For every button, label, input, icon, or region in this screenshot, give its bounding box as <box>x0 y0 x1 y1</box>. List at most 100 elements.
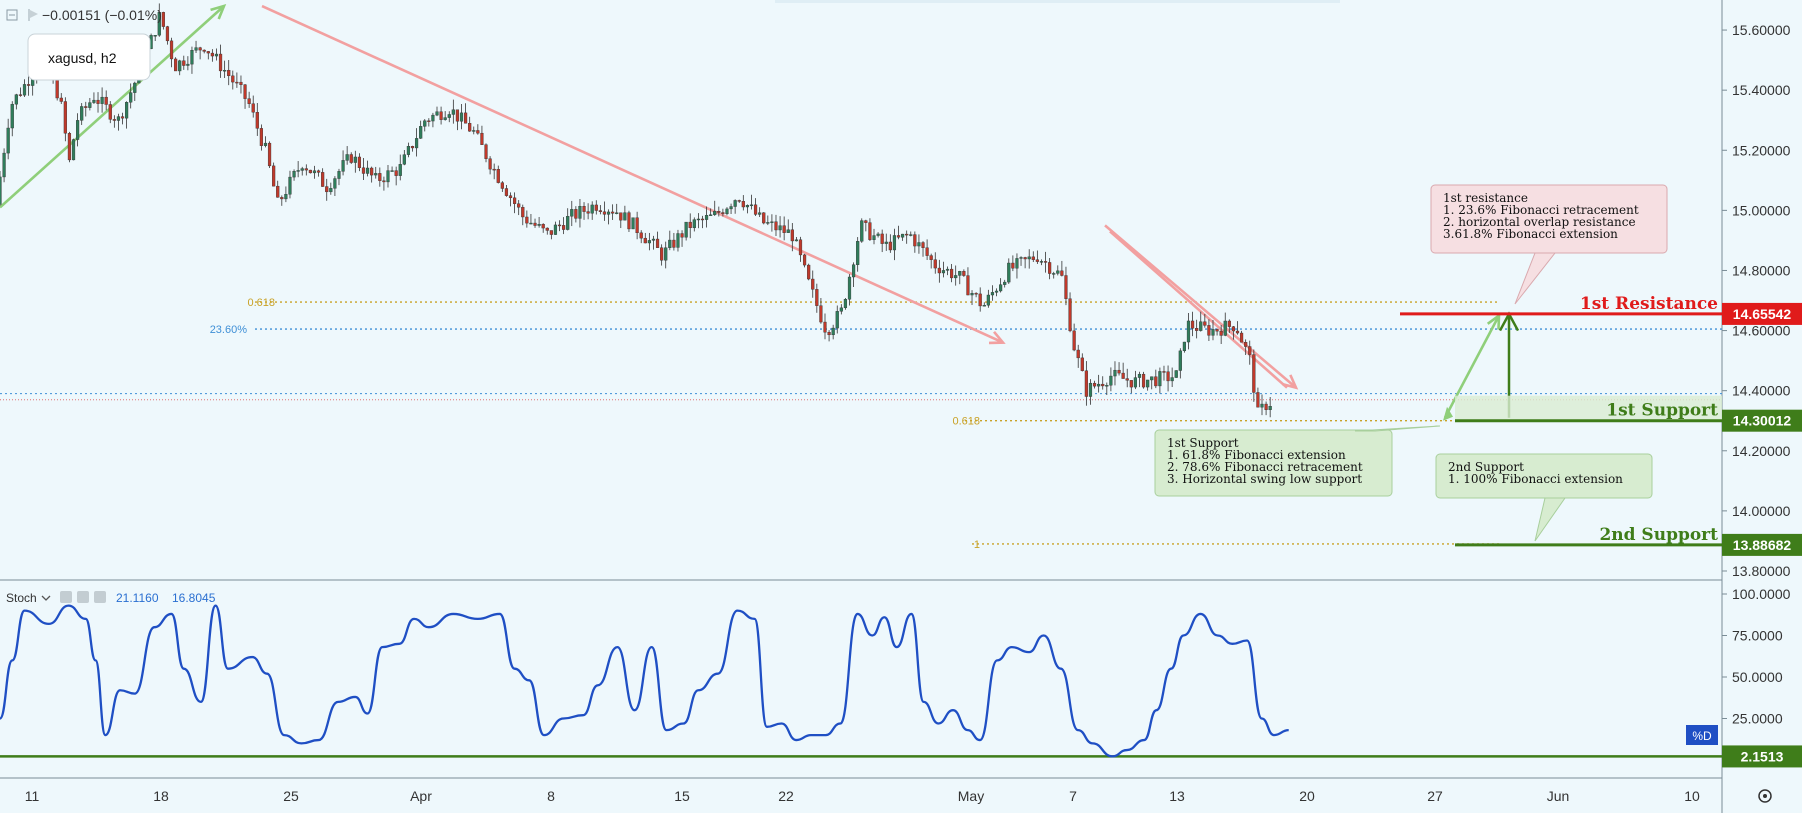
candle-body <box>108 104 112 120</box>
stoch-tick-label: 25.0000 <box>1732 711 1783 727</box>
candle-body <box>1052 273 1056 275</box>
collapse-icon[interactable] <box>6 9 18 21</box>
stoch-group: 2.1513 %D <box>0 604 1802 768</box>
candle-body <box>468 123 472 132</box>
candle-body <box>896 235 901 238</box>
candle-body <box>276 185 280 198</box>
candle-body <box>1158 371 1162 387</box>
resistance-box-text: 2. horizontal overlap resistance <box>1443 215 1636 229</box>
candle-body <box>570 209 574 217</box>
candle-body <box>1252 354 1256 393</box>
candle-body <box>651 238 656 241</box>
candle-body <box>900 233 905 238</box>
candle-body <box>349 154 353 163</box>
symbol-badge[interactable]: xagusd, h2 <box>27 33 151 81</box>
candle-body <box>1080 357 1084 371</box>
candle-body <box>1043 261 1048 263</box>
candle-body <box>280 197 284 200</box>
candle-body <box>96 99 100 104</box>
chevron-down-icon[interactable] <box>41 595 51 601</box>
candle-body <box>1268 406 1272 410</box>
candle-body <box>647 240 651 244</box>
candle-body <box>1244 342 1248 347</box>
stoch-d-label: %D <box>1692 729 1712 743</box>
candle-body <box>1211 329 1215 336</box>
support2-box-pointer <box>1534 497 1566 542</box>
level-label: 1st Resistance <box>1580 294 1718 314</box>
candle-body <box>790 229 794 242</box>
candle-body <box>488 158 492 170</box>
candle-body <box>22 84 27 96</box>
candle-body <box>165 26 170 42</box>
candle-body <box>856 241 860 265</box>
change-text: −0.00151 (−0.01%) <box>42 7 162 23</box>
candle-body <box>676 233 680 248</box>
candle-body <box>778 225 782 231</box>
candle-body <box>1109 375 1113 386</box>
eye-icon[interactable] <box>60 591 72 603</box>
candle-body <box>782 225 786 233</box>
candle-body <box>1072 330 1076 351</box>
stoch-d-line <box>0 604 1289 758</box>
y-tick-label: 14.60000 <box>1732 323 1791 339</box>
stoch-value-d: 16.8045 <box>172 591 216 605</box>
candle-body <box>831 327 835 336</box>
candle-body <box>345 154 349 161</box>
x-tick-label: 8 <box>547 788 555 804</box>
candle-body <box>1056 270 1060 274</box>
candle-body <box>660 247 664 261</box>
close-icon[interactable] <box>94 591 106 603</box>
candle-body <box>725 208 729 215</box>
candle-body <box>888 241 892 251</box>
x-tick-label: 22 <box>778 788 794 804</box>
candle-body <box>1015 258 1019 269</box>
resistance-box-text: 3.61.8% Fibonacci extension <box>1443 227 1618 241</box>
support1-box-text: 2. 78.6% Fibonacci retracement <box>1167 460 1363 474</box>
candle-body <box>696 218 700 221</box>
candle-body <box>798 239 803 256</box>
candle-body <box>937 267 941 274</box>
candle-body <box>1035 259 1039 262</box>
candle-body <box>639 232 643 239</box>
stoch-tick-label: 100.0000 <box>1732 586 1791 602</box>
candle-body <box>753 204 758 215</box>
candle-body <box>321 172 325 187</box>
candle-body <box>178 60 182 72</box>
candle-body <box>1174 370 1178 378</box>
candle-body <box>929 255 933 260</box>
candle-body <box>1011 262 1015 269</box>
candle-body <box>688 221 692 229</box>
candle-body <box>860 220 864 242</box>
candle-body <box>451 109 455 115</box>
candle-body <box>525 216 529 224</box>
candle-body <box>227 69 231 77</box>
candle-body <box>202 49 206 52</box>
candle-body <box>684 221 688 238</box>
y-tick-label: 15.00000 <box>1732 202 1791 218</box>
candle-body <box>954 275 958 279</box>
candle-body <box>970 292 974 296</box>
level-price-badge <box>1722 533 1802 556</box>
candle-body <box>884 241 888 244</box>
candle-body <box>978 293 982 307</box>
candle-body <box>749 204 754 207</box>
candle-body <box>553 224 558 235</box>
candle-body <box>75 120 80 140</box>
gear-icon[interactable] <box>1758 789 1772 803</box>
trend-arrows-group <box>0 4 1520 421</box>
level-price-label: 14.30012 <box>1733 413 1792 429</box>
candle-body <box>786 229 790 233</box>
candle-body <box>557 224 562 227</box>
candle-body <box>206 51 210 54</box>
candle-body <box>1141 373 1146 388</box>
candle-body <box>80 106 84 121</box>
candle-body <box>966 275 970 296</box>
trend-up-arrow-right-head <box>1486 312 1501 330</box>
x-tick-label: 15 <box>674 788 690 804</box>
y-tick-label: 15.60000 <box>1732 22 1791 38</box>
settings-icon[interactable] <box>77 591 89 603</box>
candle-body <box>1113 369 1117 377</box>
candle-body <box>741 201 745 208</box>
candle-body <box>431 114 435 122</box>
candle-body <box>1235 330 1240 334</box>
